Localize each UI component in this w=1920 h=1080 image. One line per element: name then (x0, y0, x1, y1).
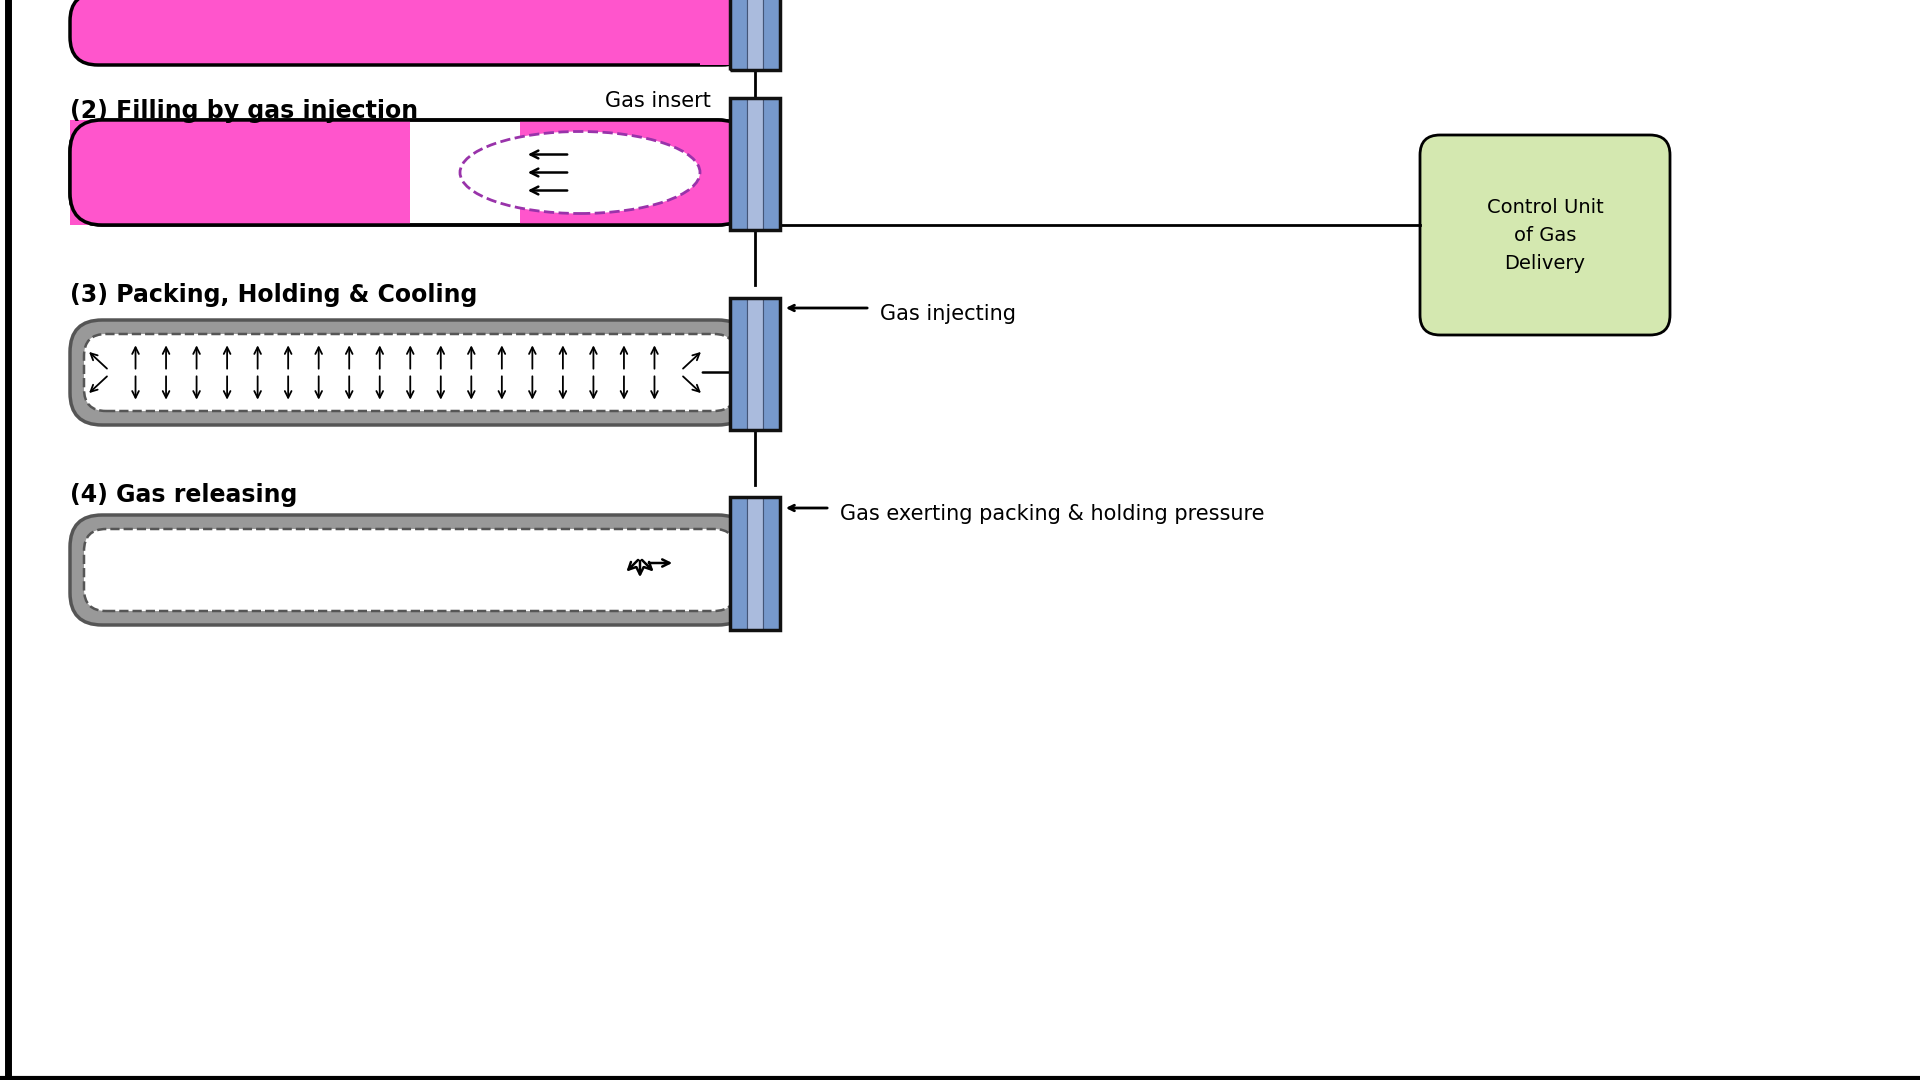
FancyBboxPatch shape (69, 515, 751, 625)
Bar (764, 0, 780, 70)
Bar (730, 298, 747, 430)
Text: (3) Packing, Holding & Cooling: (3) Packing, Holding & Cooling (69, 283, 478, 307)
Bar (69, 120, 411, 225)
Text: (4) Gas releasing: (4) Gas releasing (69, 483, 298, 507)
Bar (730, 497, 780, 630)
Ellipse shape (461, 132, 701, 214)
Text: Gas injecting: Gas injecting (879, 303, 1016, 324)
FancyBboxPatch shape (69, 0, 751, 65)
Bar (764, 497, 780, 630)
FancyBboxPatch shape (69, 120, 751, 225)
FancyBboxPatch shape (69, 320, 751, 426)
Bar (730, 497, 747, 630)
Text: Control Unit
of Gas
Delivery: Control Unit of Gas Delivery (1486, 198, 1603, 272)
Text: Gas exerting packing & holding pressure: Gas exerting packing & holding pressure (841, 504, 1265, 524)
FancyBboxPatch shape (1421, 135, 1670, 335)
Bar (520, 120, 751, 225)
Bar (701, 0, 780, 65)
Bar (747, 497, 764, 630)
Bar (730, 0, 780, 70)
Bar (764, 98, 780, 230)
FancyBboxPatch shape (84, 529, 735, 611)
Text: (2) Filling by gas injection: (2) Filling by gas injection (69, 99, 419, 123)
Bar (730, 98, 747, 230)
Bar (747, 0, 764, 70)
Bar (730, 98, 780, 230)
Bar (730, 0, 747, 70)
Bar (747, 298, 764, 430)
FancyBboxPatch shape (84, 334, 735, 411)
Bar (730, 298, 780, 430)
Bar (747, 98, 764, 230)
Text: Gas insert: Gas insert (605, 91, 710, 111)
Bar (764, 298, 780, 430)
